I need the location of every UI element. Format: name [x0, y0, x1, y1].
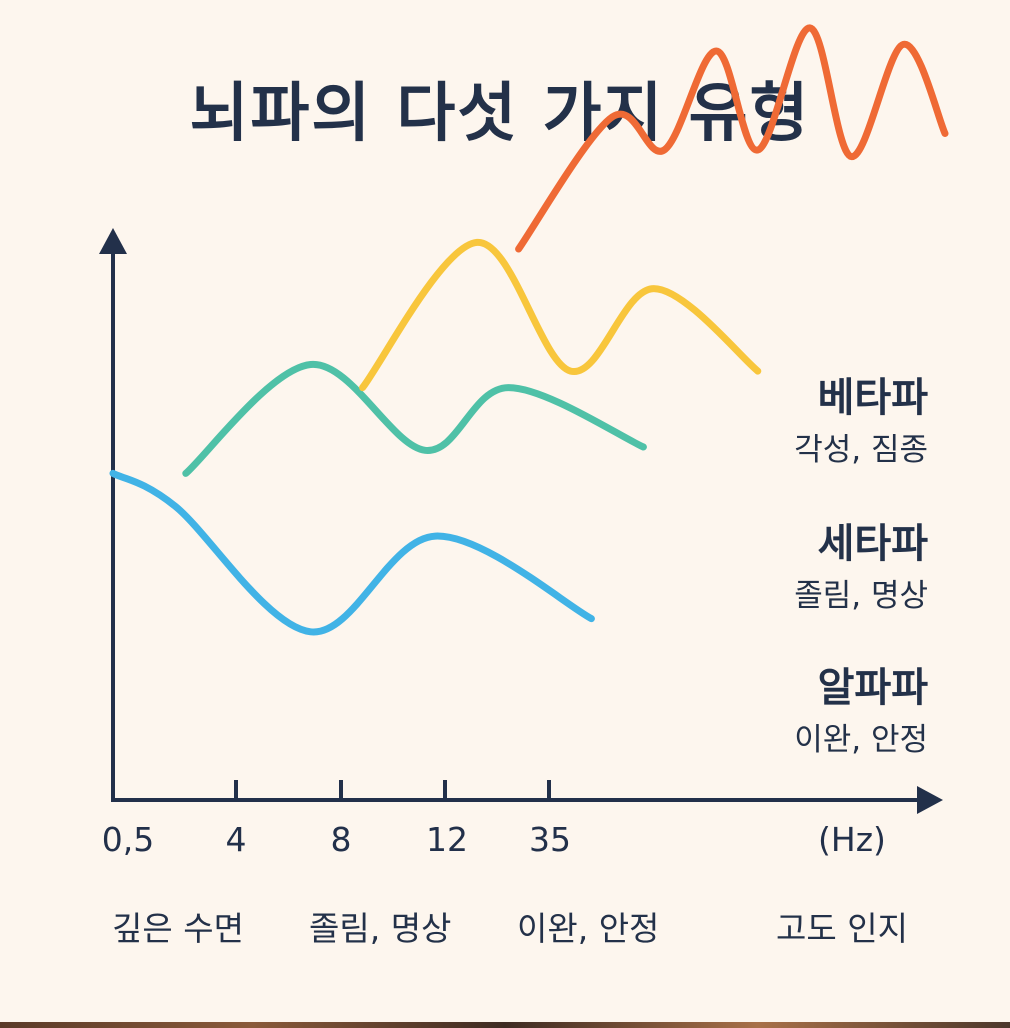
series-line-세타파 [182, 360, 647, 477]
chart-title: 뇌파의 다섯 가지 유형 [189, 77, 811, 151]
band-label: 졸림, 명상 [309, 909, 452, 948]
x-unit-label: (Hz) [818, 820, 886, 859]
x-tick-label: 35 [529, 820, 571, 859]
band-label: 고도 인지 [776, 909, 908, 948]
label-beta: 베타파 각성, 짐종 [794, 374, 928, 472]
y-axis-arrow-icon [99, 228, 127, 254]
x-axis-arrow-icon [917, 786, 943, 814]
wave-desc: 이완, 안정 [794, 722, 928, 758]
series-line-감마파 [515, 24, 949, 253]
wave-name: 세타파 [817, 521, 928, 567]
series-layer [109, 24, 949, 636]
x-tick-label: 0,5 [102, 820, 154, 859]
x-tick-label: 8 [331, 820, 352, 859]
photo-strip [0, 1022, 1010, 1028]
band-label: 깊은 수면 [112, 909, 244, 948]
label-theta: 세타파 졸림, 명상 [794, 520, 928, 618]
wave-name: 알파파 [817, 665, 928, 711]
series-line-베타파 [359, 238, 762, 392]
wave-name: 베타파 [817, 375, 928, 421]
band-label: 이완, 안정 [517, 909, 660, 948]
label-alpha: 알파파 이완, 안정 [794, 664, 928, 762]
wave-desc: 졸림, 명상 [794, 578, 928, 614]
series-line-알파파 [109, 469, 595, 636]
x-tick-label: 12 [426, 820, 468, 859]
x-tick-label: 4 [226, 820, 247, 859]
wave-desc: 각성, 짐종 [794, 432, 928, 468]
